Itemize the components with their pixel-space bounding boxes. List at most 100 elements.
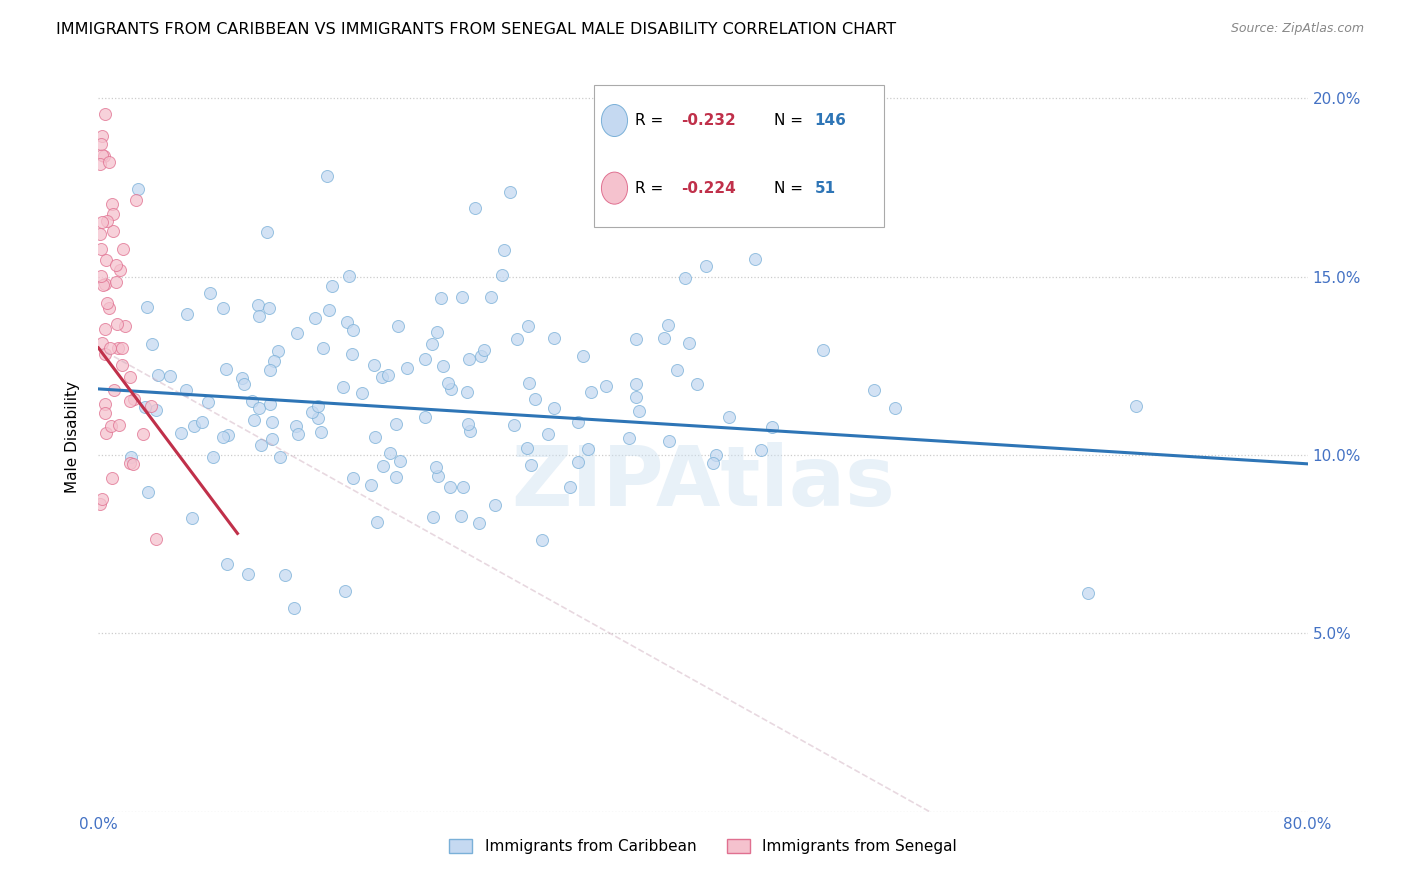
Point: [93, 149, 115, 163]
Point: [340, 347, 363, 361]
Point: [863, 383, 886, 397]
Point: [94, 107, 117, 121]
Point: [811, 343, 834, 357]
Point: [198, 285, 221, 300]
Point: [211, 430, 233, 444]
Point: [458, 424, 481, 438]
Point: [457, 351, 479, 366]
Point: [360, 478, 382, 492]
Point: [91, 215, 114, 229]
Point: [284, 418, 307, 433]
Point: [415, 351, 437, 366]
Point: [110, 263, 132, 277]
Point: [211, 301, 233, 316]
Point: [96, 296, 118, 310]
Point: [450, 509, 472, 524]
Point: [249, 309, 271, 323]
Point: [122, 457, 145, 471]
Point: [467, 516, 489, 530]
Point: [103, 383, 125, 397]
Point: [249, 438, 271, 452]
Point: [558, 480, 581, 494]
Point: [191, 415, 214, 429]
Point: [491, 268, 513, 283]
Point: [145, 403, 167, 417]
Point: [519, 458, 541, 473]
Point: [413, 409, 436, 424]
Point: [718, 409, 741, 424]
Point: [114, 318, 136, 333]
Point: [420, 336, 443, 351]
Point: [259, 397, 281, 411]
Point: [523, 392, 546, 407]
Point: [233, 376, 256, 391]
Point: [543, 401, 565, 415]
Point: [342, 471, 364, 485]
Point: [470, 349, 492, 363]
Point: [242, 413, 264, 427]
Point: [262, 416, 284, 430]
Point: [111, 341, 134, 355]
Point: [506, 332, 529, 346]
Point: [531, 533, 554, 547]
Point: [269, 450, 291, 464]
Point: [624, 332, 647, 346]
Point: [432, 359, 454, 373]
Point: [201, 450, 224, 464]
Point: [350, 386, 373, 401]
Point: [1125, 399, 1147, 413]
Point: [686, 376, 709, 391]
Point: [426, 469, 449, 483]
Point: [287, 426, 309, 441]
Point: [749, 443, 772, 458]
Point: [617, 431, 640, 445]
Point: [159, 369, 181, 384]
Point: [363, 358, 385, 372]
Point: [217, 428, 239, 442]
Point: [118, 456, 141, 470]
Point: [240, 394, 263, 409]
Point: [628, 404, 651, 418]
Point: [125, 194, 148, 208]
Point: [304, 311, 326, 326]
Point: [103, 207, 125, 221]
Point: [231, 371, 253, 385]
Point: [256, 225, 278, 239]
Point: [94, 277, 117, 291]
Point: [543, 331, 565, 345]
Point: [301, 405, 323, 419]
Point: [94, 406, 117, 420]
Point: [396, 361, 419, 376]
Point: [283, 601, 305, 615]
Point: [274, 568, 297, 582]
Point: [389, 453, 412, 467]
Text: Source: ZipAtlas.com: Source: ZipAtlas.com: [1230, 22, 1364, 36]
Point: [678, 335, 700, 350]
Point: [380, 446, 402, 460]
Point: [141, 337, 163, 351]
Point: [316, 169, 339, 183]
Point: [139, 399, 162, 413]
Point: [94, 347, 117, 361]
Point: [236, 566, 259, 581]
Point: [170, 425, 193, 440]
Point: [134, 400, 156, 414]
Point: [91, 278, 114, 293]
Point: [118, 394, 141, 409]
Point: [537, 427, 560, 442]
Point: [371, 370, 394, 384]
Point: [342, 323, 364, 337]
Point: [333, 584, 356, 599]
Point: [499, 186, 522, 200]
Point: [180, 511, 202, 525]
Point: [246, 298, 269, 312]
Point: [675, 271, 697, 285]
Point: [120, 450, 142, 464]
Point: [502, 417, 524, 432]
Point: [425, 459, 447, 474]
Point: [90, 136, 112, 151]
Point: [148, 368, 170, 382]
Point: [111, 243, 134, 257]
Point: [884, 401, 907, 415]
Point: [307, 411, 329, 425]
